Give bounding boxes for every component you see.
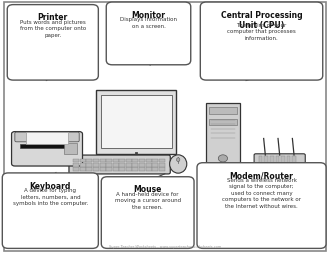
FancyBboxPatch shape xyxy=(270,157,274,164)
Ellipse shape xyxy=(170,155,187,173)
FancyBboxPatch shape xyxy=(15,133,79,142)
FancyBboxPatch shape xyxy=(209,108,237,114)
FancyBboxPatch shape xyxy=(101,177,194,248)
FancyBboxPatch shape xyxy=(93,159,99,163)
FancyBboxPatch shape xyxy=(4,3,326,251)
Text: Puts words and pictures
from the computer onto
paper.: Puts words and pictures from the compute… xyxy=(20,20,86,38)
FancyBboxPatch shape xyxy=(254,154,305,166)
FancyBboxPatch shape xyxy=(132,159,138,163)
FancyBboxPatch shape xyxy=(276,157,279,164)
Text: Printer: Printer xyxy=(38,13,68,22)
FancyBboxPatch shape xyxy=(73,167,79,171)
FancyBboxPatch shape xyxy=(159,163,165,167)
FancyBboxPatch shape xyxy=(113,167,119,171)
FancyBboxPatch shape xyxy=(113,159,119,163)
FancyBboxPatch shape xyxy=(119,163,125,167)
FancyBboxPatch shape xyxy=(209,119,237,126)
FancyBboxPatch shape xyxy=(206,103,240,170)
Text: Modem/Router: Modem/Router xyxy=(230,171,293,180)
FancyBboxPatch shape xyxy=(146,167,151,171)
FancyBboxPatch shape xyxy=(146,163,151,167)
Text: Super Teacher Worksheets - www.superteacherworksheets.com: Super Teacher Worksheets - www.superteac… xyxy=(109,244,221,248)
FancyBboxPatch shape xyxy=(106,159,112,163)
FancyBboxPatch shape xyxy=(93,163,99,167)
FancyBboxPatch shape xyxy=(292,157,296,164)
FancyBboxPatch shape xyxy=(73,163,79,167)
Text: A device for typing
letters, numbers, and
symbols into the computer.: A device for typing letters, numbers, an… xyxy=(13,187,88,205)
FancyBboxPatch shape xyxy=(159,167,165,171)
FancyBboxPatch shape xyxy=(20,144,74,149)
FancyBboxPatch shape xyxy=(139,167,145,171)
FancyBboxPatch shape xyxy=(119,159,125,163)
FancyBboxPatch shape xyxy=(197,163,326,248)
FancyBboxPatch shape xyxy=(96,90,176,155)
FancyBboxPatch shape xyxy=(26,133,68,145)
FancyBboxPatch shape xyxy=(152,159,158,163)
FancyBboxPatch shape xyxy=(80,163,86,167)
FancyBboxPatch shape xyxy=(132,167,138,171)
Text: The brains of your
computer that processes
information.: The brains of your computer that process… xyxy=(227,23,296,41)
Text: Keyboard: Keyboard xyxy=(30,181,71,190)
FancyBboxPatch shape xyxy=(119,167,125,171)
FancyBboxPatch shape xyxy=(64,143,77,154)
FancyBboxPatch shape xyxy=(126,167,132,171)
Ellipse shape xyxy=(177,158,180,162)
Text: Central Processing
Unit (CPU): Central Processing Unit (CPU) xyxy=(221,11,302,30)
Text: Sends a wireless network
signal to the computer;
used to connect many
computers : Sends a wireless network signal to the c… xyxy=(222,177,301,208)
FancyBboxPatch shape xyxy=(7,6,98,81)
FancyBboxPatch shape xyxy=(113,163,119,167)
FancyBboxPatch shape xyxy=(259,157,262,164)
FancyBboxPatch shape xyxy=(146,159,151,163)
Text: Displays information
on a screen.: Displays information on a screen. xyxy=(120,17,177,29)
FancyBboxPatch shape xyxy=(100,159,106,163)
FancyBboxPatch shape xyxy=(12,132,82,166)
FancyBboxPatch shape xyxy=(86,167,92,171)
FancyBboxPatch shape xyxy=(86,159,92,163)
Text: Monitor: Monitor xyxy=(131,11,166,20)
FancyBboxPatch shape xyxy=(264,157,268,164)
FancyBboxPatch shape xyxy=(100,163,106,167)
Circle shape xyxy=(218,155,228,162)
FancyBboxPatch shape xyxy=(106,167,112,171)
FancyBboxPatch shape xyxy=(73,159,79,163)
FancyBboxPatch shape xyxy=(118,162,154,169)
FancyBboxPatch shape xyxy=(100,167,106,171)
FancyBboxPatch shape xyxy=(86,163,92,167)
FancyBboxPatch shape xyxy=(69,155,170,174)
FancyBboxPatch shape xyxy=(152,167,158,171)
FancyBboxPatch shape xyxy=(287,157,290,164)
Text: A hand-held device for
moving a cursor around
the screen.: A hand-held device for moving a cursor a… xyxy=(115,191,181,209)
FancyBboxPatch shape xyxy=(93,167,99,171)
FancyBboxPatch shape xyxy=(139,159,145,163)
FancyBboxPatch shape xyxy=(159,159,165,163)
FancyBboxPatch shape xyxy=(132,163,138,167)
FancyBboxPatch shape xyxy=(80,159,86,163)
FancyBboxPatch shape xyxy=(80,167,86,171)
FancyBboxPatch shape xyxy=(126,159,132,163)
FancyBboxPatch shape xyxy=(106,163,112,167)
Text: Mouse: Mouse xyxy=(134,185,162,194)
FancyBboxPatch shape xyxy=(281,157,285,164)
FancyBboxPatch shape xyxy=(106,3,191,66)
FancyBboxPatch shape xyxy=(126,163,132,167)
FancyBboxPatch shape xyxy=(200,3,323,81)
FancyBboxPatch shape xyxy=(139,163,145,167)
FancyBboxPatch shape xyxy=(152,163,158,167)
FancyBboxPatch shape xyxy=(2,173,98,248)
FancyBboxPatch shape xyxy=(101,96,172,148)
